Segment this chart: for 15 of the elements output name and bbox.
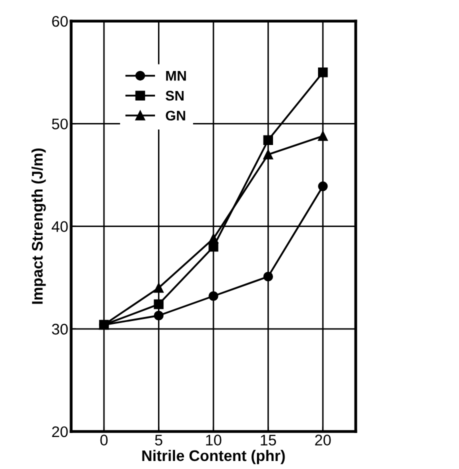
legend-label: SN [166,90,184,101]
y-tick-label: 30 [52,324,68,335]
y-tick-label: 20 [52,426,68,438]
x-tick-label: 5 [155,434,162,446]
x-tick-label: 20 [315,434,331,446]
y-tick-label: 60 [52,16,68,27]
y-tick-label: 50 [52,118,68,130]
x-tick-label: 10 [206,434,222,446]
x-tick-label: 0 [100,434,108,446]
y-tick-label: 40 [52,221,68,232]
x-tick-label: 15 [260,434,276,446]
y-axis-title: Impact Strength (J/m) [32,148,46,304]
legend-label: GN [166,110,186,121]
legend-label: MN [166,71,186,81]
x-axis-title: Nitrile Content (phr) [142,450,285,464]
